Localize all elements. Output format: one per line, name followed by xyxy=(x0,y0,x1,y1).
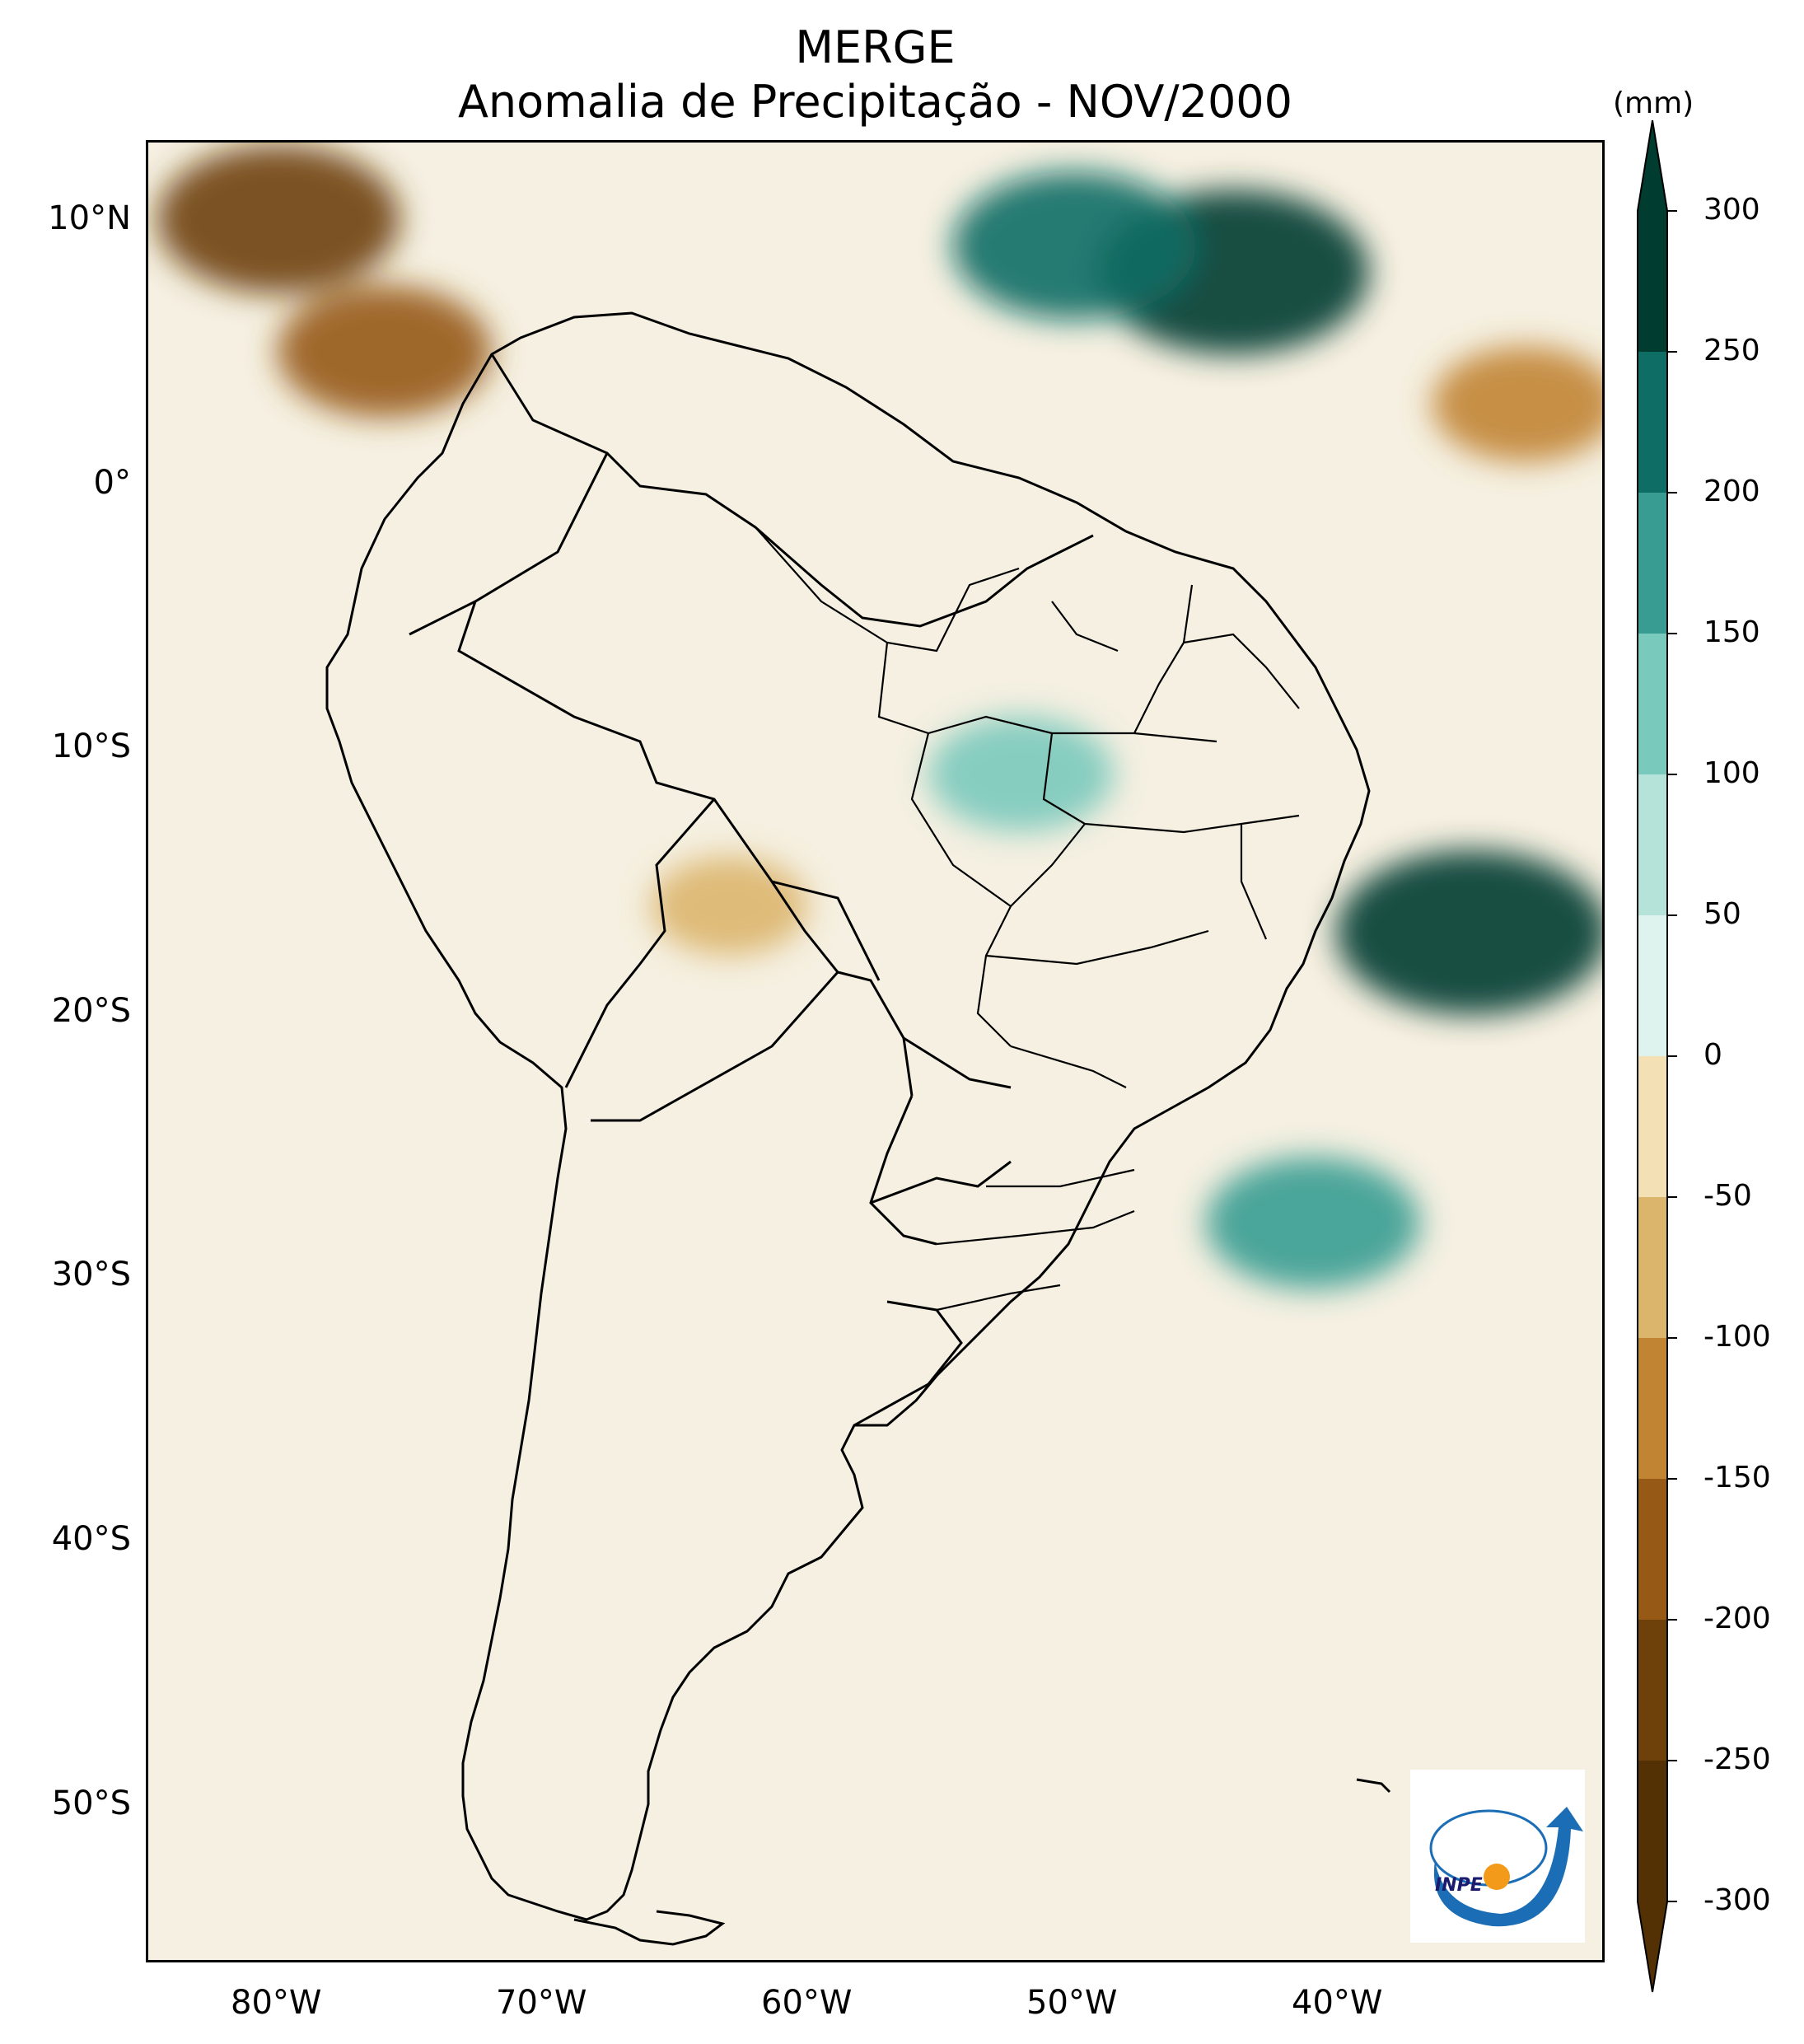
anomaly-area xyxy=(277,285,492,418)
lat-tick-label: 50°S xyxy=(51,1784,131,1822)
colorbar-segment xyxy=(1638,915,1667,1057)
colorbar-unit: (mm) xyxy=(1613,87,1694,120)
lon-tick-label: 50°W xyxy=(1026,1984,1118,2022)
colorbar-label: 50 xyxy=(1704,897,1741,931)
tierra-del-fuego-islands xyxy=(573,1778,1391,1946)
precipitation-anomaly-map xyxy=(146,140,1605,1962)
colorbar-label: 150 xyxy=(1704,615,1760,649)
colorbar-segment xyxy=(1638,1197,1667,1339)
colorbar-label: -250 xyxy=(1704,1742,1771,1776)
colorbar-segment xyxy=(1638,1761,1667,1902)
colorbar-label: -300 xyxy=(1704,1883,1771,1917)
lat-tick-label: 10°S xyxy=(51,727,131,766)
colorbar-label: -100 xyxy=(1704,1320,1771,1354)
anomaly-area xyxy=(952,171,1196,320)
colorbar-segment xyxy=(1638,1056,1667,1198)
inpe-logo xyxy=(1410,1770,1585,1943)
logo-text: INPE xyxy=(1435,1875,1483,1896)
lon-tick-label: 60°W xyxy=(761,1984,853,2022)
colorbar-label: -200 xyxy=(1704,1602,1771,1635)
colorbar-label: 0 xyxy=(1704,1038,1722,1072)
logo-arrow-icon xyxy=(1433,1807,1583,1927)
colorbar-segment xyxy=(1638,1620,1667,1761)
anomaly-area xyxy=(1336,849,1605,1015)
colorbar-segment xyxy=(1638,774,1667,916)
lat-tick-label: 30°S xyxy=(51,1256,131,1294)
lat-tick-label: 10°N xyxy=(48,199,131,238)
lat-tick-label: 40°S xyxy=(51,1520,131,1559)
colorbar-extend-bottom xyxy=(1638,1901,1667,1992)
coastline-layer xyxy=(325,311,1391,1946)
colorbar-label: 250 xyxy=(1704,334,1760,367)
anomaly-area xyxy=(157,145,400,294)
colorbar-segment xyxy=(1638,634,1667,775)
lat-tick-label: 0° xyxy=(93,463,131,502)
country-borders xyxy=(409,353,1094,1427)
map-area xyxy=(146,140,1605,1962)
lat-tick-label: 20°S xyxy=(51,991,131,1030)
anomaly-field xyxy=(157,145,1605,1289)
chart-subtitle: Anomalia de Precipitação - NOV/2000 xyxy=(457,76,1293,128)
chart-title: MERGE xyxy=(795,21,956,73)
anomaly-area xyxy=(928,716,1115,832)
lon-tick-label: 70°W xyxy=(496,1984,587,2022)
colorbar-segment xyxy=(1638,493,1667,634)
colorbar-segment xyxy=(1638,352,1667,493)
brazil-state-borders xyxy=(755,526,1300,1312)
colorbar-label: 100 xyxy=(1704,756,1760,790)
colorbar-segment xyxy=(1638,1479,1667,1621)
lon-tick-label: 80°W xyxy=(231,1984,322,2022)
south-america-coastline xyxy=(325,311,1371,1921)
map-border xyxy=(146,140,1605,1962)
colorbar-segment xyxy=(1638,1338,1667,1480)
logo-sun-icon xyxy=(1484,1864,1510,1890)
colorbar-label: 200 xyxy=(1704,475,1760,508)
colorbar-extend-top xyxy=(1638,120,1667,211)
map-background xyxy=(146,140,1605,1962)
anomaly-area xyxy=(651,856,808,956)
colorbar xyxy=(1637,119,1677,1993)
anomaly-area xyxy=(1205,1157,1420,1289)
colorbar-label: -50 xyxy=(1704,1179,1752,1213)
colorbar-label: 300 xyxy=(1704,193,1760,227)
anomaly-area xyxy=(1432,346,1605,462)
colorbar-label: -150 xyxy=(1704,1461,1771,1494)
lon-tick-label: 40°W xyxy=(1292,1984,1383,2022)
colorbar-segment xyxy=(1638,211,1667,353)
